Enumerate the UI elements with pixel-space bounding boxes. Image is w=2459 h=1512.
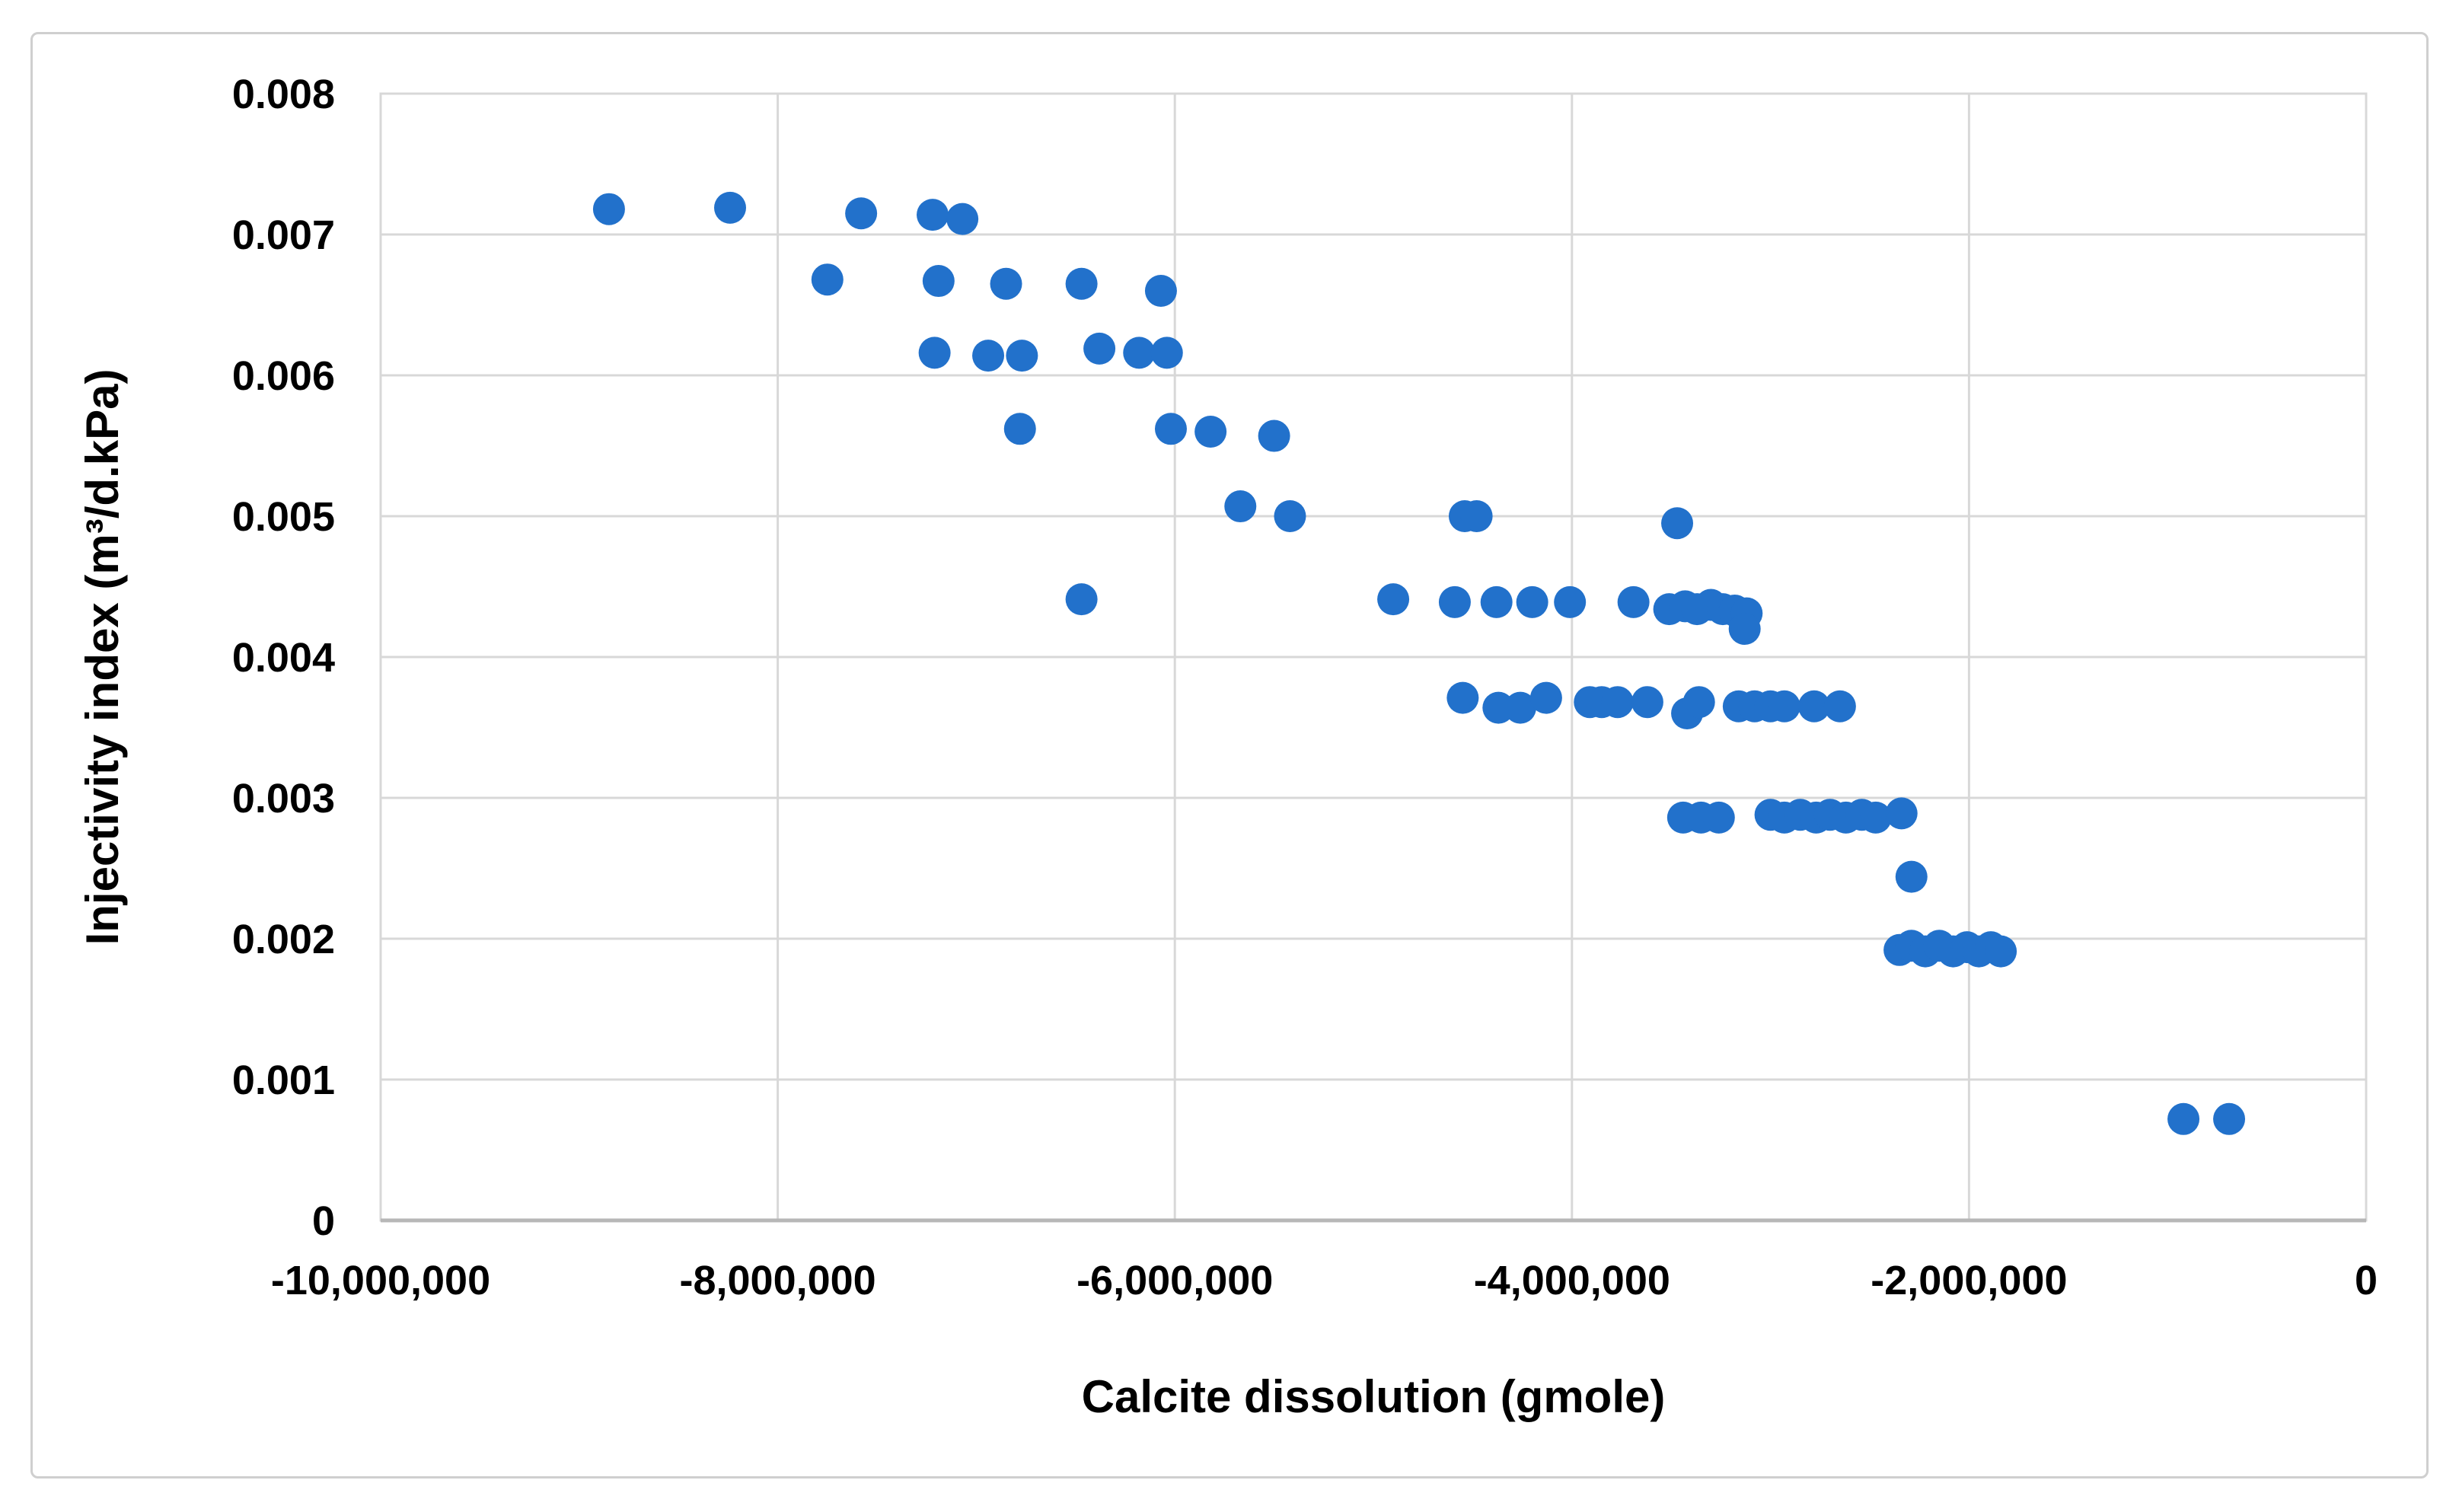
tick-label-layer: -10,000,000 -8,000,000 -6,000,000 -4,000,00… (232, 72, 2378, 1303)
data-point (2213, 1102, 2246, 1135)
y-tick-label: 0 (312, 1198, 335, 1244)
data-point (918, 337, 951, 369)
data-point (1682, 686, 1715, 719)
data-point (1516, 585, 1548, 618)
data-point (1859, 801, 1892, 834)
y-tick-label: 0.002 (232, 917, 335, 962)
data-point (1224, 490, 1257, 523)
data-point (972, 340, 1005, 372)
axis-layer (379, 92, 2368, 1223)
data-point (1631, 686, 1663, 719)
data-point (1460, 500, 1493, 532)
data-point (1482, 691, 1515, 724)
data-point (1985, 935, 2017, 968)
data-point (1377, 583, 1410, 616)
y-axis-title: Injectivity index (m³/d.kPa) (77, 369, 128, 946)
data-point (917, 199, 949, 231)
chart-frame (30, 32, 2429, 1479)
data-point (1083, 332, 1116, 365)
data-point (1823, 690, 1856, 723)
data-point (946, 203, 979, 235)
data-point (1003, 413, 1036, 445)
x-tick-label: -6,000,000 (1076, 1258, 1273, 1303)
data-point (1702, 801, 1735, 834)
x-tick-label: -2,000,000 (1871, 1258, 2067, 1303)
y-tick-label: 0.005 (232, 494, 335, 540)
y-tick-label: 0.008 (232, 72, 335, 117)
data-point (1123, 337, 1156, 369)
data-point (811, 263, 844, 296)
data-point (1797, 690, 1830, 723)
y-tick-label: 0.003 (232, 776, 335, 821)
data-point-layer (592, 191, 2246, 1135)
data-point (1601, 686, 1634, 719)
data-point (2167, 1102, 2200, 1135)
data-point (1728, 613, 1761, 645)
x-tick-label: -4,000,000 (1474, 1258, 1670, 1303)
x-tick-label: -8,000,000 (679, 1258, 875, 1303)
data-point (845, 197, 878, 230)
data-point (1480, 585, 1513, 618)
data-point (1154, 413, 1187, 445)
data-point (1150, 337, 1183, 369)
data-point (990, 267, 1022, 300)
x-axis-title: Calcite dissolution (gmole) (1082, 1371, 1666, 1422)
x-tick-label: -10,000,000 (271, 1258, 490, 1303)
y-tick-label: 0.007 (232, 212, 335, 258)
data-point (1504, 691, 1536, 724)
data-point (1144, 275, 1177, 307)
data-point (714, 191, 747, 224)
data-point (1274, 500, 1306, 532)
data-point (1438, 585, 1471, 618)
data-point (592, 193, 625, 225)
data-point (1258, 419, 1290, 452)
y-tick-label: 0.001 (232, 1057, 335, 1103)
data-point (1895, 860, 1928, 893)
data-point (1065, 583, 1098, 616)
data-point (1554, 585, 1587, 618)
data-point (1006, 340, 1038, 372)
data-point (1446, 681, 1479, 714)
grid-layer (379, 92, 2368, 1222)
data-point (1065, 267, 1098, 300)
data-point (1617, 585, 1650, 618)
data-point (1529, 681, 1562, 714)
x-tick-label: 0 (2355, 1258, 2378, 1303)
data-point (1194, 416, 1227, 448)
y-tick-label: 0.006 (232, 353, 335, 399)
data-point (922, 265, 955, 298)
y-tick-label: 0.004 (232, 635, 335, 681)
data-point (1661, 507, 1694, 540)
data-point (1885, 797, 1918, 830)
data-point (1768, 690, 1800, 723)
